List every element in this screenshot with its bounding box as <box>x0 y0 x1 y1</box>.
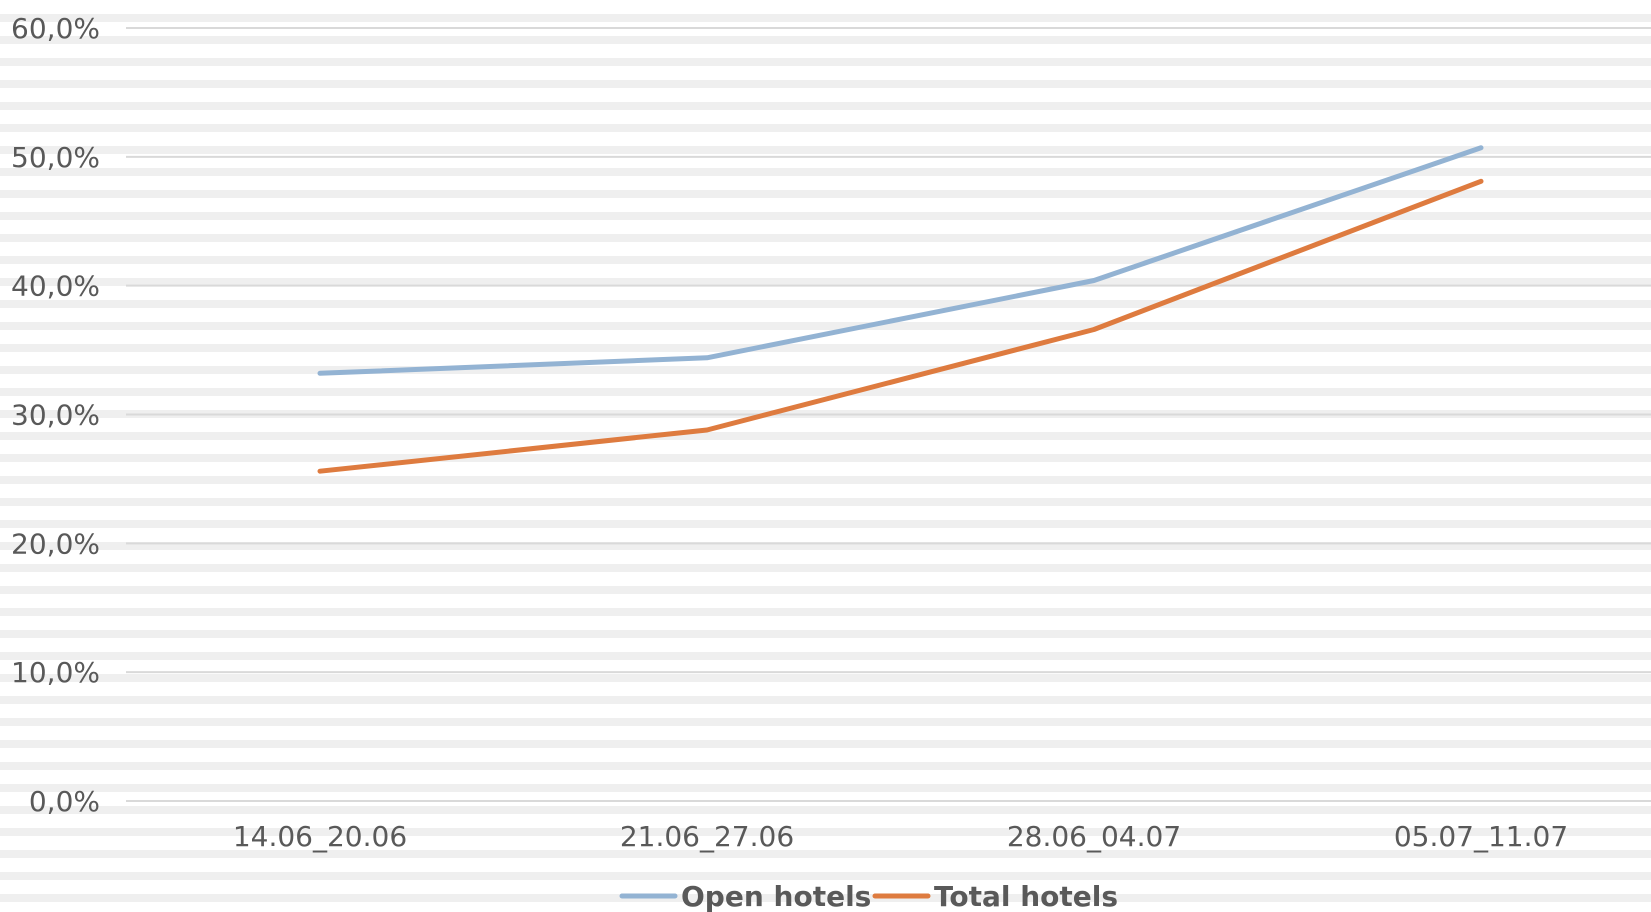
legend-label: Open hotels <box>681 880 871 912</box>
y-tick-label: 50,0% <box>11 141 100 174</box>
x-axis: 14.06_20.06 21.06_27.06 28.06_04.07 05.07_1… <box>233 820 1568 853</box>
series-line-open-hotels <box>317 145 1484 376</box>
gridlines <box>126 27 1651 802</box>
y-tick-label: 40,0% <box>11 270 100 303</box>
y-tick-label: 60,0% <box>11 12 100 45</box>
y-tick-label: 10,0% <box>11 656 100 689</box>
y-tick-label: 30,0% <box>11 399 100 432</box>
y-axis: 0,0% 10,0% 20,0% 30,0% 40,0% 50,0% 60,0% <box>11 12 100 818</box>
series-lines <box>317 145 1484 474</box>
x-tick-label: 28.06_04.07 <box>1007 820 1181 853</box>
y-tick-label: 0,0% <box>29 785 100 818</box>
x-tick-label: 05.07_11.07 <box>1394 820 1568 853</box>
legend-label: Total hotels <box>934 880 1118 912</box>
legend: Open hotels Total hotels <box>619 880 1118 912</box>
y-tick-label: 20,0% <box>11 527 100 560</box>
x-tick-label: 21.06_27.06 <box>620 820 794 853</box>
x-tick-label: 14.06_20.06 <box>233 820 407 853</box>
series-line-total-hotels <box>317 178 1484 474</box>
